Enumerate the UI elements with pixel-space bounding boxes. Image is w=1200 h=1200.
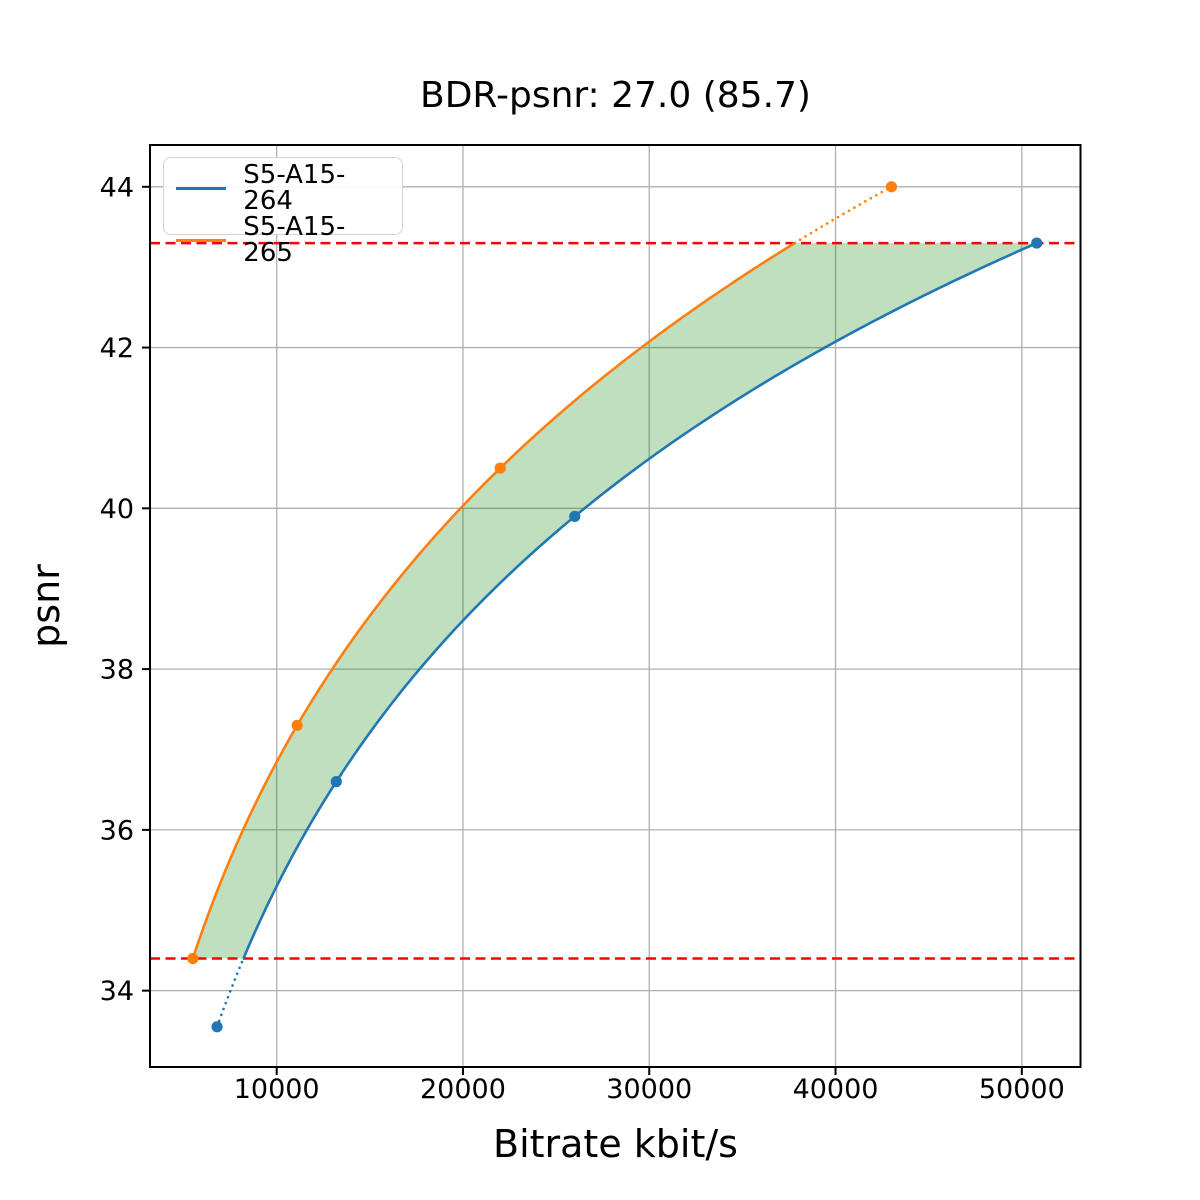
legend-line-sample-icon <box>176 238 227 242</box>
y-tick-label: 36 <box>100 815 134 846</box>
x-tick-label: 20000 <box>420 1074 506 1105</box>
series-curve-solid-S5-A15-264 <box>242 241 1038 959</box>
bd-overlap-fill <box>192 243 1037 959</box>
legend-label: S5-A15-264 <box>243 160 346 216</box>
x-tick-label: 10000 <box>234 1074 320 1105</box>
x-tick-label: 40000 <box>793 1074 879 1105</box>
data-point-markers <box>187 181 1043 1033</box>
data-point-S5-A15-264 <box>211 1021 223 1033</box>
y-axis-label: psnr <box>24 564 68 648</box>
data-point-S5-A15-265 <box>885 181 898 193</box>
plot-frame <box>149 144 1082 1068</box>
chart-title: BDR-psnr: 27.0 (85.7) <box>420 75 811 116</box>
axes-border <box>149 144 1082 1068</box>
data-point-S5-A15-264 <box>569 510 581 522</box>
y-tick-label: 34 <box>100 976 134 1007</box>
data-point-S5-A15-265 <box>187 952 199 965</box>
legend-label: S5-A15-265 <box>243 212 346 268</box>
series-curve-solid-S5-A15-265 <box>191 241 796 959</box>
legend-item-s5-a15-265: S5-A15-265 <box>176 214 390 266</box>
x-tick-label: 30000 <box>606 1074 692 1105</box>
y-tick-label: 42 <box>100 333 134 364</box>
tick-marks <box>142 185 1023 1075</box>
x-axis-label: Bitrate kbit/s <box>493 1122 738 1166</box>
psnr-bound-lines <box>150 241 1081 960</box>
data-point-S5-A15-264 <box>1031 237 1043 249</box>
data-point-S5-A15-264 <box>330 776 342 788</box>
y-tick-label: 44 <box>100 172 134 203</box>
legend-item-s5-a15-264: S5-A15-264 <box>176 162 390 214</box>
legend: S5-A15-264 S5-A15-265 <box>163 157 403 266</box>
data-point-S5-A15-265 <box>494 462 506 474</box>
data-point-S5-A15-265 <box>291 719 303 731</box>
y-tick-label: 40 <box>100 494 134 525</box>
series-curve-dotted-S5-A15-265 <box>793 185 893 245</box>
rd-curves <box>191 185 1038 1029</box>
x-tick-label: 50000 <box>979 1074 1065 1105</box>
legend-line-sample-icon <box>176 186 227 190</box>
bd-overlap-area <box>192 243 1037 959</box>
tick-labels: 10000 20000 30000 40000 50000 34 36 38 40 42 44 <box>100 172 1065 1105</box>
series-curve-dotted-S5-A15-264 <box>215 957 245 1029</box>
y-tick-label: 38 <box>100 655 134 686</box>
